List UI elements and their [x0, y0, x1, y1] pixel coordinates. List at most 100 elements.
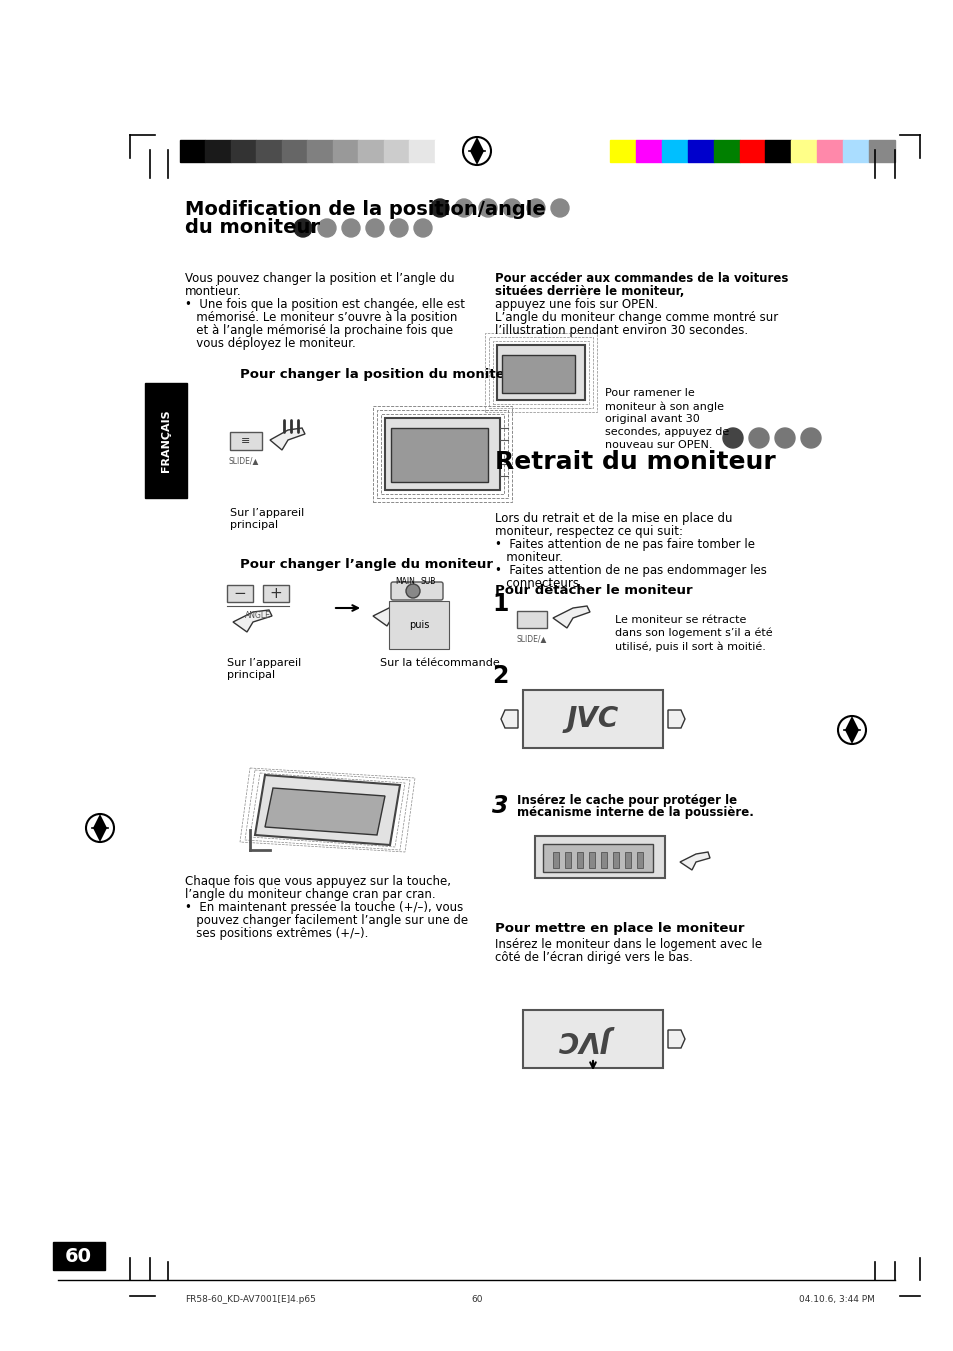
Bar [205, 141, 231, 162]
Text: Le moniteur se rétracte: Le moniteur se rétracte [615, 615, 745, 626]
Text: appuyez une fois sur OPEN.: appuyez une fois sur OPEN. [495, 299, 658, 311]
Polygon shape [233, 611, 272, 632]
Text: du moniteur: du moniteur [185, 218, 319, 236]
Text: pouvez changer facilement l’angle sur une de: pouvez changer facilement l’angle sur un… [185, 915, 468, 927]
Text: ANGLE: ANGLE [245, 611, 271, 620]
Text: Insérez le moniteur dans le logement avec le: Insérez le moniteur dans le logement ave… [495, 938, 761, 951]
Bar [357, 141, 383, 162]
Text: Sur la télécommande: Sur la télécommande [379, 658, 499, 667]
Bar [713, 141, 739, 162]
Text: 1: 1 [492, 592, 508, 616]
Bar [484, 332, 597, 412]
Text: 60: 60 [471, 1296, 482, 1304]
Bar [542, 844, 652, 871]
Bar [501, 355, 575, 393]
Text: ses positions extrêmes (+/–).: ses positions extrêmes (+/–). [185, 927, 368, 940]
Bar [145, 382, 187, 499]
Text: JVC: JVC [566, 1025, 618, 1052]
Circle shape [748, 428, 768, 449]
Text: •  Faites attention de ne pas endommager les: • Faites attention de ne pas endommager … [495, 563, 766, 577]
Bar [376, 409, 507, 499]
Polygon shape [265, 788, 385, 835]
Circle shape [455, 199, 473, 218]
Text: Insérez le cache pour protéger le: Insérez le cache pour protéger le [517, 794, 737, 807]
Bar [256, 141, 281, 162]
Text: SLIDE/▲: SLIDE/▲ [229, 457, 259, 465]
Bar [263, 585, 289, 603]
Bar [497, 345, 584, 400]
Text: original avant 30: original avant 30 [604, 413, 699, 424]
Text: Pour ramener le: Pour ramener le [604, 388, 694, 399]
Bar [817, 141, 842, 162]
Bar [535, 836, 664, 878]
Circle shape [846, 725, 856, 735]
Polygon shape [679, 852, 709, 870]
Text: 3: 3 [492, 794, 508, 817]
Text: montieur.: montieur. [185, 285, 241, 299]
Text: •  En maintenant pressée la touche (+/–), vous: • En maintenant pressée la touche (+/–),… [185, 901, 463, 915]
Text: mécanisme interne de la poussière.: mécanisme interne de la poussière. [517, 807, 753, 819]
Text: •  Faites attention de ne pas faire tomber le: • Faites attention de ne pas faire tombe… [495, 538, 754, 551]
Bar [53, 1242, 105, 1270]
Circle shape [431, 199, 449, 218]
Bar [624, 852, 630, 867]
Text: moniteur à son angle: moniteur à son angle [604, 401, 723, 412]
Circle shape [526, 199, 544, 218]
Polygon shape [373, 604, 412, 626]
Bar [791, 141, 817, 162]
Text: 60: 60 [65, 1247, 91, 1266]
Polygon shape [254, 775, 399, 844]
Circle shape [472, 146, 481, 155]
Bar [661, 141, 687, 162]
Text: ≡: ≡ [241, 436, 251, 446]
Bar [180, 141, 205, 162]
Circle shape [478, 199, 497, 218]
Text: Vous pouvez changer la position et l’angle du: Vous pouvez changer la position et l’ang… [185, 272, 455, 285]
FancyBboxPatch shape [391, 582, 442, 600]
Text: Pour détacher le moniteur: Pour détacher le moniteur [495, 584, 692, 597]
Bar [739, 141, 764, 162]
Bar [307, 141, 333, 162]
Bar [373, 407, 512, 503]
Circle shape [414, 219, 432, 236]
Polygon shape [844, 716, 858, 744]
Circle shape [406, 584, 419, 598]
Polygon shape [470, 136, 483, 165]
Bar [577, 852, 582, 867]
Bar [636, 141, 661, 162]
Text: moniteur.: moniteur. [495, 551, 562, 563]
Bar [227, 585, 253, 603]
Bar [522, 1011, 662, 1069]
Bar [600, 852, 606, 867]
Bar [517, 611, 546, 628]
Bar [434, 141, 459, 162]
Bar [522, 690, 662, 748]
Bar [588, 852, 595, 867]
Circle shape [95, 823, 105, 834]
Bar [609, 141, 636, 162]
Bar [385, 417, 499, 490]
Text: JVC: JVC [566, 705, 618, 734]
Text: mémorisé. Le moniteur s’ouvre à la position: mémorisé. Le moniteur s’ouvre à la posit… [185, 311, 456, 324]
Text: 2: 2 [492, 663, 508, 688]
Polygon shape [667, 1029, 684, 1048]
Text: vous déployez le moniteur.: vous déployez le moniteur. [185, 336, 355, 350]
Polygon shape [667, 711, 684, 728]
Circle shape [502, 199, 520, 218]
Text: MAIN: MAIN [395, 577, 415, 586]
Text: FRANÇAIS: FRANÇAIS [161, 409, 171, 471]
Text: et à l’angle mémorisé la prochaine fois que: et à l’angle mémorisé la prochaine fois … [185, 324, 453, 336]
Text: −: − [233, 586, 246, 601]
Circle shape [774, 428, 794, 449]
Text: Pour changer la position du moniteur: Pour changer la position du moniteur [240, 367, 520, 381]
Polygon shape [92, 815, 107, 842]
Text: Chaque fois que vous appuyez sur la touche,: Chaque fois que vous appuyez sur la touc… [185, 875, 451, 888]
Circle shape [341, 219, 359, 236]
Bar [391, 428, 488, 482]
Bar [842, 141, 868, 162]
Bar [281, 141, 307, 162]
Text: L’angle du moniteur change comme montré sur: L’angle du moniteur change comme montré … [495, 311, 778, 324]
Text: connecteurs.: connecteurs. [495, 577, 582, 590]
Bar [564, 852, 571, 867]
Circle shape [551, 199, 568, 218]
